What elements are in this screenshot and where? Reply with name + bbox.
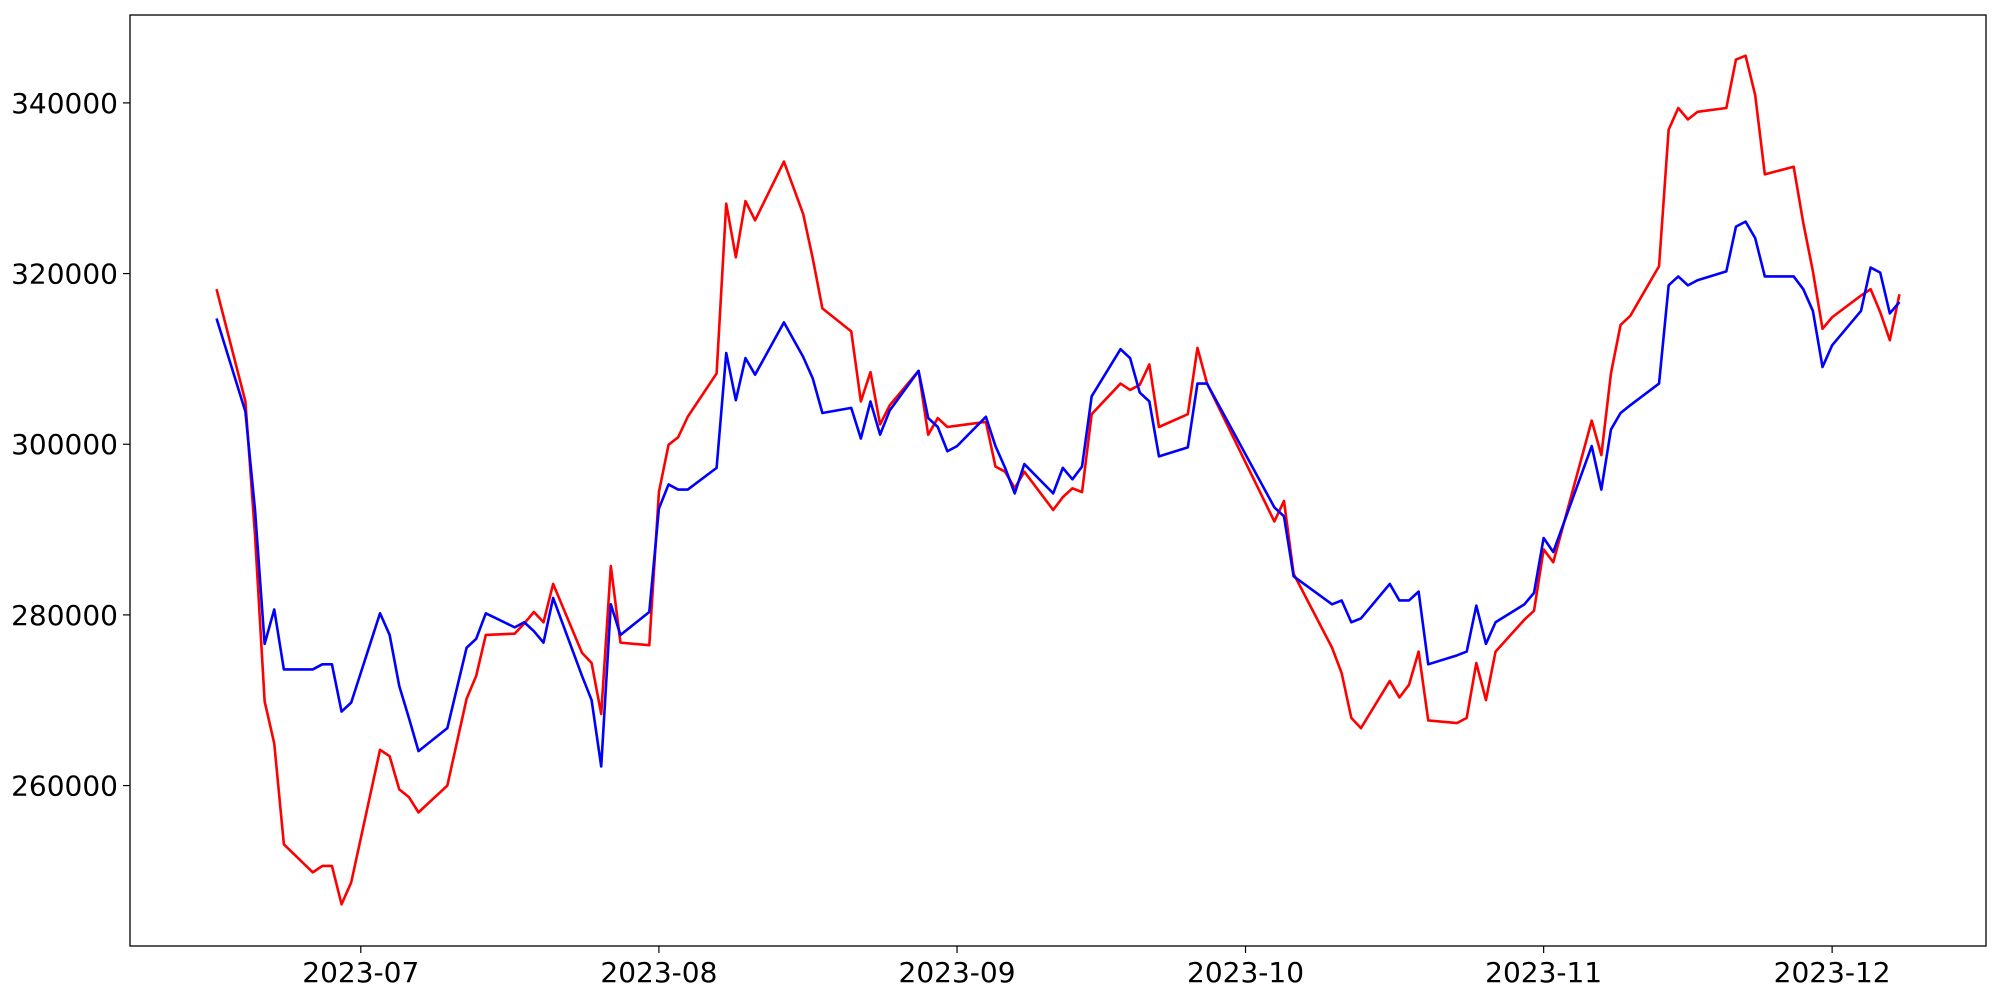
x-tick-label: 2023-10 bbox=[1187, 956, 1304, 989]
y-tick-label: 340000 bbox=[11, 87, 118, 120]
x-tick-label: 2023-09 bbox=[899, 956, 1016, 989]
x-tick-label: 2023-12 bbox=[1774, 956, 1891, 989]
x-tick-label: 2023-08 bbox=[600, 956, 717, 989]
y-tick-label: 260000 bbox=[11, 770, 118, 803]
plot-frame bbox=[129, 14, 1987, 947]
series-line bbox=[215, 54, 1901, 906]
x-tick-label: 2023-11 bbox=[1485, 956, 1602, 989]
x-tick-label: 2023-07 bbox=[302, 956, 419, 989]
series-line bbox=[215, 220, 1901, 768]
y-tick-label: 320000 bbox=[11, 258, 118, 291]
y-tick-label: 280000 bbox=[11, 599, 118, 632]
y-tick-label: 300000 bbox=[11, 428, 118, 461]
